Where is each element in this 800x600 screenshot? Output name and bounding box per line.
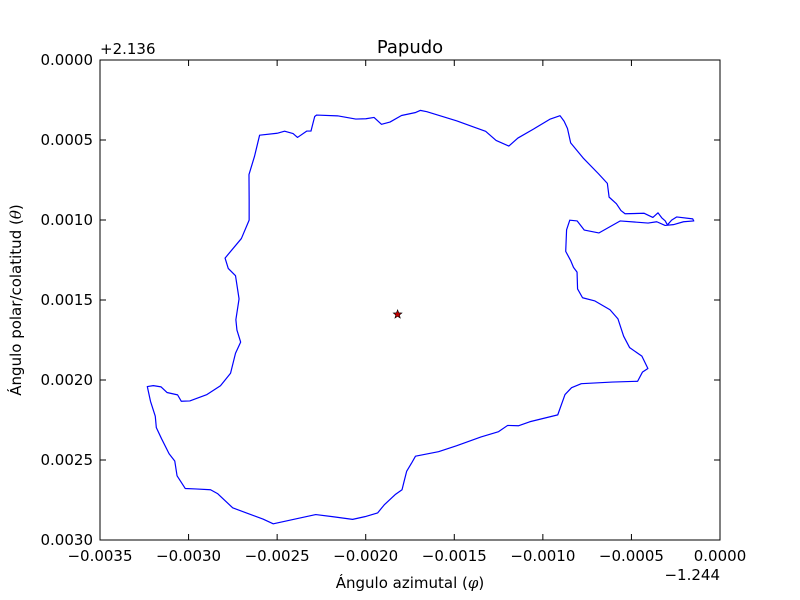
- x-offset-label: −1.244: [664, 566, 720, 584]
- center-star-marker: [392, 309, 403, 319]
- y-tick-label: 0.0020: [41, 371, 94, 389]
- x-tick-label: −0.0025: [245, 547, 310, 565]
- y-axis-label-close: ): [7, 204, 25, 210]
- y-tick-label: 0.0015: [41, 291, 94, 309]
- y-tick-label: 0.0000: [41, 51, 94, 69]
- x-tick-label: −0.0035: [67, 547, 132, 565]
- x-tick-label: 0.0000: [694, 547, 747, 565]
- y-tick-label: 0.0025: [41, 451, 94, 469]
- plot-frame: [99, 59, 721, 541]
- y-offset-label: +2.136: [100, 40, 156, 58]
- plot-area: [146, 109, 695, 525]
- x-axis-label-symbol: φ: [468, 574, 479, 592]
- x-axis-label-close: ): [478, 574, 484, 592]
- y-axis-label: Ángulo polar/colatitud (θ): [6, 204, 25, 395]
- y-axis-label-text: Ángulo polar/colatitud (: [6, 219, 25, 396]
- x-tick-label: −0.0005: [599, 547, 664, 565]
- y-tick-label: 0.0030: [41, 531, 94, 549]
- y-axis-label-symbol: θ: [7, 210, 25, 219]
- y-tick-label: 0.0005: [41, 131, 94, 149]
- y-tick-label: 0.0010: [41, 211, 94, 229]
- axis-ticks: −0.0035 −0.0030 −0.0025 −0.0020 −0.0015 −0.00…: [41, 51, 747, 565]
- x-axis-label: Ángulo azimutal (φ): [336, 573, 485, 592]
- x-tick-label: −0.0010: [510, 547, 575, 565]
- boundary-line: [146, 109, 695, 525]
- x-tick-label: −0.0020: [333, 547, 398, 565]
- chart-title: Papudo: [377, 37, 443, 58]
- x-tick-label: −0.0030: [156, 547, 221, 565]
- x-tick-label: −0.0015: [422, 547, 487, 565]
- x-axis-label-text: Ángulo azimutal (: [336, 573, 468, 592]
